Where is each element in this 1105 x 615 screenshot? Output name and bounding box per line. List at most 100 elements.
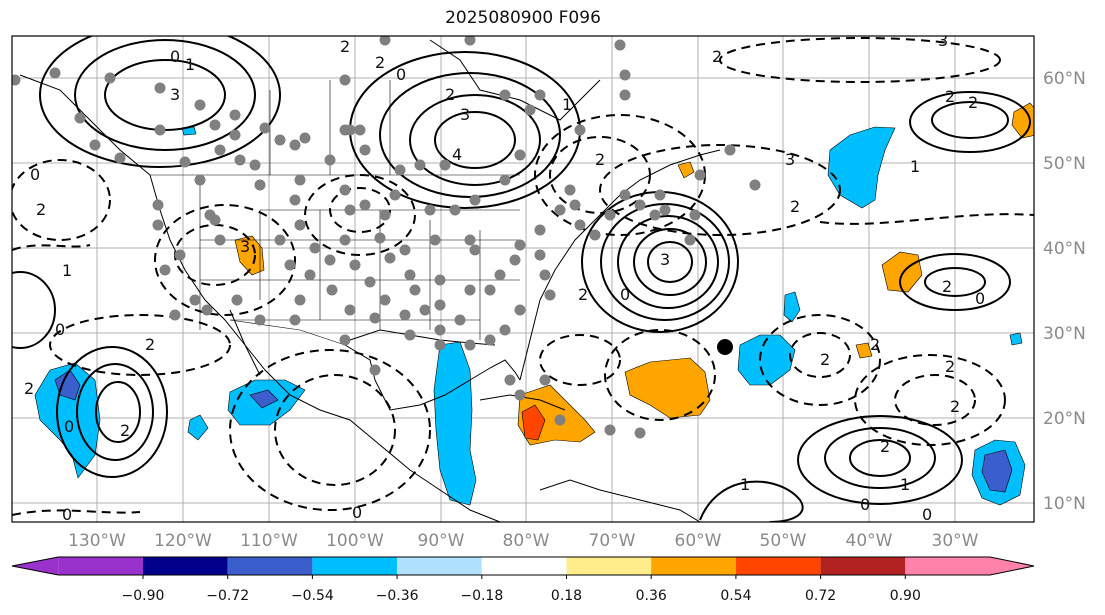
station-dot: [724, 144, 736, 156]
longitude-label: 130°W: [68, 531, 126, 551]
station-dot: [229, 109, 241, 121]
station-dot: [152, 219, 164, 231]
longitude-label: 50°W: [760, 531, 807, 551]
station-dot: [694, 169, 706, 181]
contour-label: 0: [30, 165, 40, 184]
contour-label: 3: [938, 31, 948, 50]
station-dot: [374, 232, 386, 244]
contour-label: 0: [396, 65, 406, 84]
station-dot: [434, 274, 446, 286]
station-dot: [294, 174, 306, 186]
contour-label: 3: [460, 105, 470, 124]
contour-label: 2: [950, 397, 960, 416]
contour-label: 2: [712, 47, 722, 66]
station-dot: [214, 144, 226, 156]
contour-label: 2: [445, 85, 455, 104]
colorbar-band: [820, 557, 906, 575]
shade-orange-atlantic: [624, 357, 711, 419]
station-dot: [254, 179, 266, 191]
contour-label: 1: [562, 95, 572, 114]
station-dot: [344, 204, 356, 216]
station-dot: [649, 209, 661, 221]
coast-west-north-america: [19, 74, 501, 522]
colorbar-outline: [11, 556, 1035, 576]
station-dot: [429, 234, 441, 246]
contour-label: 2: [945, 87, 955, 106]
station-dot: [304, 269, 316, 281]
station-dot: [179, 156, 191, 168]
colorbar-band: [905, 557, 990, 575]
station-dot: [154, 124, 166, 136]
contour-label: 2: [820, 350, 830, 369]
latitude-label: 30°N: [1043, 324, 1086, 344]
colorbar-band: [143, 557, 228, 575]
longitude-label: 30°W: [932, 531, 979, 551]
longitude-label: 90°W: [418, 531, 465, 551]
contour-label: 0: [64, 417, 74, 436]
latitude-label: 40°N: [1043, 239, 1086, 259]
station-dot: [619, 89, 631, 101]
contour-label: 2: [595, 150, 605, 169]
station-markers: [12, 36, 761, 439]
colorbar-band: [566, 557, 652, 575]
contour-label: 2: [942, 277, 952, 296]
map-frame: [11, 35, 1035, 523]
station-dot: [404, 329, 416, 341]
latitude-label: 60°N: [1043, 69, 1086, 89]
longitude-label: 100°W: [326, 531, 384, 551]
contour-label: 0: [55, 320, 65, 339]
station-dot: [619, 189, 631, 201]
station-dot: [654, 189, 666, 201]
station-dot: [324, 254, 336, 266]
station-dot: [554, 204, 566, 216]
station-dot: [514, 389, 526, 401]
station-dot: [494, 269, 506, 281]
contour-high-atlantic: [581, 191, 739, 333]
station-dot: [604, 424, 616, 436]
station-dot: [274, 134, 286, 146]
station-dot: [74, 112, 86, 124]
shade-orange-small1: [677, 161, 695, 179]
station-dot: [484, 334, 496, 346]
station-dot: [424, 204, 436, 216]
station-dot: [484, 284, 496, 296]
station-dot: [289, 314, 301, 326]
contour-high-west-edge: [12, 271, 56, 349]
contour-high-pacific: [56, 346, 168, 478]
map-area: [12, 36, 1034, 522]
station-dot: [419, 304, 431, 316]
colorbar-tick-label: 0.90: [890, 588, 921, 604]
contour-label: 1: [62, 261, 72, 280]
shade-blue-north-atlantic: [827, 126, 896, 209]
station-dot: [294, 219, 306, 231]
station-dot: [104, 72, 116, 84]
station-dot: [201, 304, 213, 316]
station-dot: [394, 164, 406, 176]
longitude-label: 60°W: [675, 531, 722, 551]
colorbar: −0.90 −0.72 −0.54 −0.36 −0.18 0.18 0.36 0.54 0.7…: [11, 556, 1035, 604]
station-dot: [354, 124, 366, 136]
contour-label: 3: [660, 250, 670, 269]
station-dot: [369, 364, 381, 376]
shade-darkblue-mexico: [249, 389, 279, 409]
longitude-label: 40°W: [846, 531, 893, 551]
contour-label: 0: [860, 495, 870, 514]
station-dot: [439, 159, 451, 171]
colorbar-tick-label: 0.72: [805, 588, 836, 604]
station-dot: [114, 152, 126, 164]
station-dot: [514, 149, 526, 161]
latitude-label: 50°N: [1043, 154, 1086, 174]
station-dot: [274, 234, 286, 246]
contour-label: 1: [900, 475, 910, 494]
station-dot: [174, 249, 186, 261]
station-dot: [534, 249, 546, 261]
contour-label: 1: [185, 55, 195, 74]
colorbar-band: [397, 557, 482, 575]
station-dot: [289, 194, 301, 206]
coast-cuba: [479, 394, 566, 411]
colorbar-max-extend: [990, 557, 1034, 575]
station-dot: [544, 289, 556, 301]
colorbar-band: [58, 557, 143, 575]
station-dot: [509, 254, 521, 266]
